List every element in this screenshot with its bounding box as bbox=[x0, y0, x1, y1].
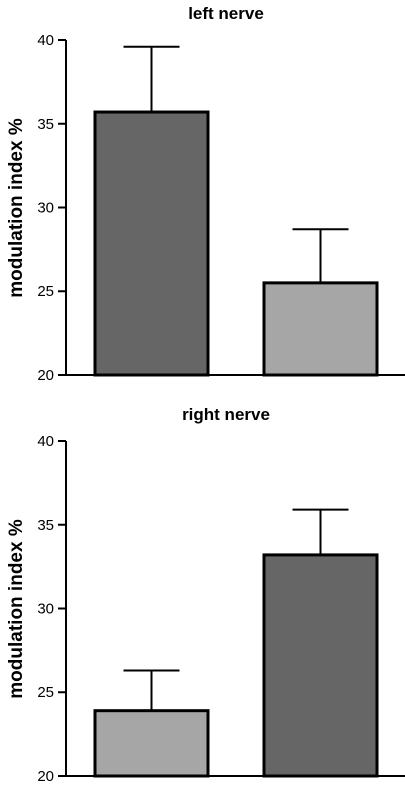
chart-title: left nerve bbox=[188, 4, 264, 23]
chart-right-nerve: right nerve modulation index % 20 25 30 … bbox=[6, 405, 405, 785]
bars bbox=[93, 508, 379, 778]
bar bbox=[93, 709, 210, 778]
y-axis-label: modulation index % bbox=[6, 519, 27, 699]
y-axis-ticks: 20 25 30 35 40 bbox=[37, 433, 66, 785]
bar bbox=[262, 553, 379, 778]
y-tick-label: 35 bbox=[37, 116, 54, 133]
y-tick-label: 40 bbox=[37, 32, 54, 49]
y-tick-label: 35 bbox=[37, 517, 54, 534]
y-tick-label: 30 bbox=[37, 200, 54, 217]
bar bbox=[93, 110, 210, 377]
y-axis-label: modulation index % bbox=[6, 118, 27, 298]
y-tick-label: 25 bbox=[37, 283, 54, 300]
y-tick-label: 20 bbox=[37, 367, 54, 384]
y-tick-label: 25 bbox=[37, 684, 54, 701]
y-tick-label: 30 bbox=[37, 601, 54, 618]
bar bbox=[262, 281, 379, 377]
chart-title: right nerve bbox=[182, 405, 270, 424]
y-tick-label: 20 bbox=[37, 768, 54, 785]
bars bbox=[93, 45, 379, 377]
y-axis-ticks: 20 25 30 35 40 bbox=[37, 32, 66, 384]
chart-left-nerve: left nerve modulation index % 20 25 30 3… bbox=[6, 4, 405, 384]
y-tick-label: 40 bbox=[37, 433, 54, 450]
